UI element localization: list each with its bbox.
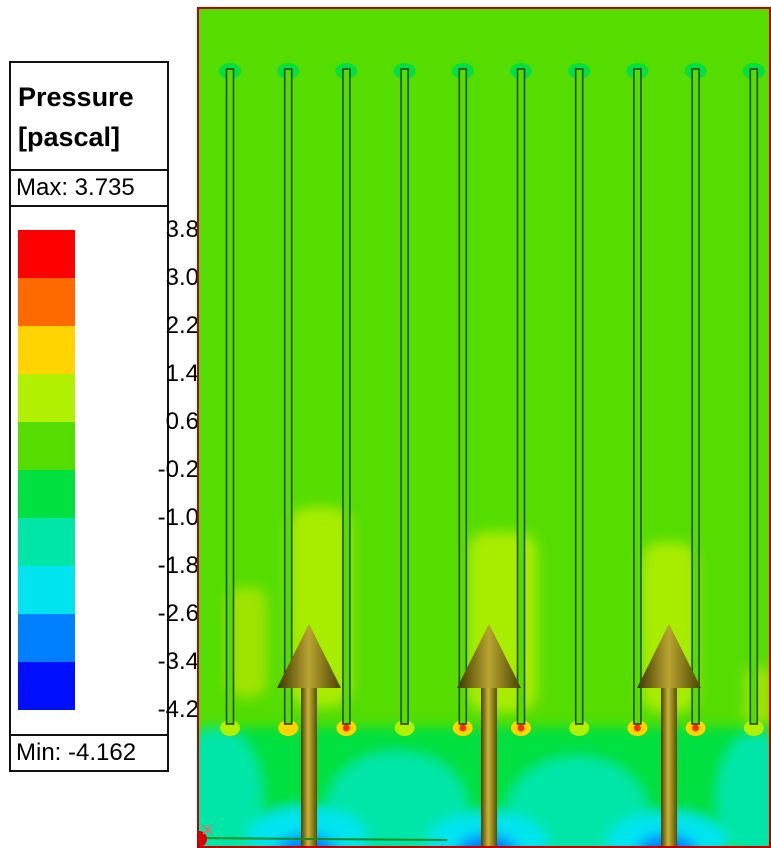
flow-arrows [277,624,701,848]
arrow-shaft [481,682,497,848]
colorbar-tick-label: 1.4 [165,360,199,387]
legend-title-unit: [pascal] [18,122,121,152]
colorbar-band [18,326,75,374]
flow-arrow [277,624,341,848]
svg-text:×: × [201,817,214,842]
arrow-head [637,624,701,688]
fin [225,68,235,725]
colorbar-tick-label: 2.2 [165,312,199,339]
legend-min-value: Min: -4.162 [16,739,137,766]
fin-array [225,68,759,725]
colorbar-band [18,662,75,710]
colorbar-tick-label: 0.6 [165,408,199,435]
legend-divider [11,205,167,207]
fin [749,68,759,725]
colorbar-band [18,374,75,422]
fin-bottom-peak [633,724,641,732]
fin [633,68,642,725]
flow-arrow [637,624,701,848]
fin [691,68,700,725]
legend-title: Pressure [pascal] [11,63,167,169]
colorbar-tick-label: 3.8 [165,216,199,243]
fin-bottom-high-pressure [220,720,240,736]
arrow-shaft [301,682,317,848]
colorbar-tick-label: -4.2 [157,696,199,723]
arrow-head [277,624,341,688]
fin-bottom-peak [459,724,467,732]
fin-bottom-peak [692,724,700,732]
colorbar-band [18,422,75,470]
fin [516,68,526,725]
legend-max-value: Max: 3.735 [16,174,135,201]
colorbar-tick-label: -1.8 [157,552,199,579]
colorbar-tick-label: -2.6 [157,600,199,627]
fin-bottom-peak [517,724,525,732]
fin [342,68,351,725]
colorbar-tick-label: -0.2 [157,456,199,483]
pressure-legend: Pressure [pascal] Max: 3.735 3.8 3.0 2.2 1.… [9,61,199,772]
colorbar-band [18,614,75,662]
arrow-shaft [661,682,677,848]
colorbar: 3.8 3.0 2.2 1.4 0.6 -0.2 -1.0 -1.8 -2.6 -3.4 -4.2 [18,216,199,723]
flow-arrow [457,624,521,848]
colorbar-band [18,230,75,278]
legend-title-quantity: Pressure [18,82,134,112]
fin-bottom-high-pressure [743,720,764,736]
fin [400,68,409,725]
colorbar-band [18,518,75,566]
plot-frame [197,7,771,848]
arrow-head [457,624,521,688]
fin-bottom-peak [342,724,350,732]
fin [574,68,584,725]
fin-bottom-high-pressure [278,720,299,736]
colorbar-tick-label: -3.4 [157,648,199,675]
fin-bottom-high-pressure [569,720,590,736]
legend-divider [11,734,167,736]
colorbar-tick-label: -1.0 [157,504,199,531]
pressure-contour-plot: × [197,7,771,848]
colorbar-band [18,278,75,326]
colorbar-band [18,566,75,614]
colorbar-band [18,470,75,518]
fin-bottom-high-pressure [394,720,415,736]
fin [458,68,468,725]
colorbar-tick-label: 3.0 [165,264,199,291]
legend-divider [11,169,167,171]
fin [283,68,293,725]
origin-axis-marker: × [197,817,448,847]
